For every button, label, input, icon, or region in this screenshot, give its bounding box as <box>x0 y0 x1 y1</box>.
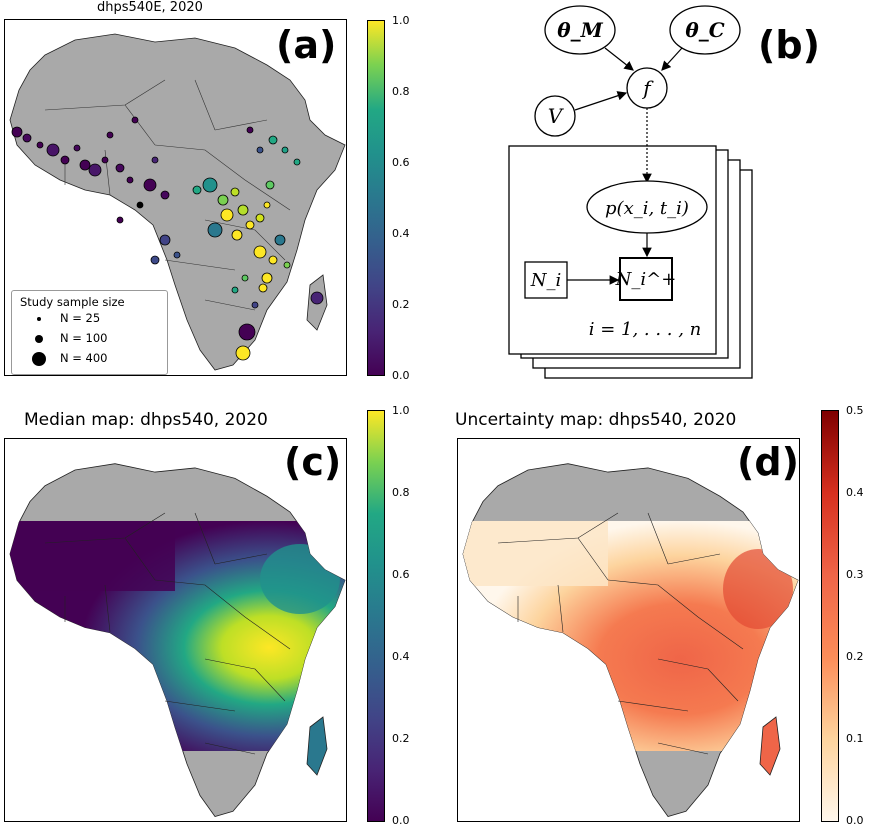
legend-item-400: N = 400 <box>60 351 108 365</box>
panel-d-tick-0: 0.0 <box>846 814 864 827</box>
panel-d-tick-0-1: 0.1 <box>846 732 864 745</box>
panel-d-title: Uncertainty map: dhps540, 2020 <box>455 410 737 430</box>
panel-d-tick-0-3: 0.3 <box>846 568 864 581</box>
node-n-i-plus <box>619 257 673 301</box>
node-theta-c <box>669 5 741 55</box>
node-n-i-label: N_i <box>530 270 562 291</box>
panel-d-tick-0-5: 0.5 <box>846 404 864 417</box>
panel-d-label: (d) <box>737 440 799 484</box>
panel-c-colorbar <box>367 410 385 822</box>
legend-study-sample-size: Study sample size N = 25 N = 100 N = 400 <box>11 290 168 375</box>
panel-a-tick-0-6: 0.6 <box>392 156 410 169</box>
panel-c-map <box>9 463 346 818</box>
node-n-i <box>524 261 568 299</box>
panel-c-tick-0: 0.0 <box>392 814 410 827</box>
node-v <box>534 95 576 137</box>
panel-c-tick-0-8: 0.8 <box>392 486 410 499</box>
graphical-model: θ_M θ_C f V p(x_i, t_i) N_i N_i^+ i = 1,… <box>508 5 753 379</box>
panel-d-colorbar <box>821 410 839 822</box>
panel-d-tick-0-2: 0.2 <box>846 650 864 663</box>
panel-c-tick-1: 1.0 <box>392 404 410 417</box>
panel-c-tick-0-4: 0.4 <box>392 650 410 663</box>
panel-d-map-frame <box>457 438 800 822</box>
panel-a-tick-0-8: 0.8 <box>392 85 410 98</box>
node-theta-m <box>544 5 616 55</box>
panel-a-tick-1: 1.0 <box>392 14 410 27</box>
node-n-i-plus-label: N_i^+ <box>615 269 677 290</box>
panel-c-label: (c) <box>284 440 342 484</box>
panel-c-tick-0-2: 0.2 <box>392 732 410 745</box>
node-theta-c-label: θ_C <box>685 18 724 42</box>
legend-dot-medium <box>35 335 43 343</box>
panel-a-label: (a) <box>276 23 337 67</box>
panel-a-tick-0-4: 0.4 <box>392 227 410 240</box>
panel-a-tick-0: 0.0 <box>392 369 410 382</box>
legend-item-100: N = 100 <box>60 331 108 345</box>
panel-a-map <box>9 33 346 371</box>
panel-a-map-frame: Study sample size N = 25 N = 100 N = 400 <box>4 19 347 376</box>
plate-label: i = 1, . . . , n <box>589 319 702 340</box>
panel-b-label: (b) <box>758 23 820 67</box>
legend-dot-small <box>37 317 41 321</box>
panel-d-map <box>462 463 799 818</box>
node-p-label: p(x_i, t_i) <box>605 198 689 219</box>
node-v-label: V <box>548 104 565 128</box>
panel-a-tick-0-2: 0.2 <box>392 298 410 311</box>
legend-item-25: N = 25 <box>60 311 101 325</box>
survey-points <box>11 116 324 361</box>
panel-c-title: Median map: dhps540, 2020 <box>24 410 268 430</box>
panel-c-tick-0-6: 0.6 <box>392 568 410 581</box>
panel-a-title: dhps540E, 2020 <box>97 0 203 15</box>
panel-a-colorbar <box>367 20 385 376</box>
panel-c-map-frame <box>4 438 347 822</box>
panel-d-tick-0-4: 0.4 <box>846 486 864 499</box>
legend-title: Study sample size <box>20 295 125 309</box>
node-theta-m-label: θ_M <box>557 18 603 42</box>
legend-dot-large <box>32 352 46 366</box>
panel-b: θ_M θ_C f V p(x_i, t_i) N_i N_i^+ i = 1,… <box>470 0 870 390</box>
